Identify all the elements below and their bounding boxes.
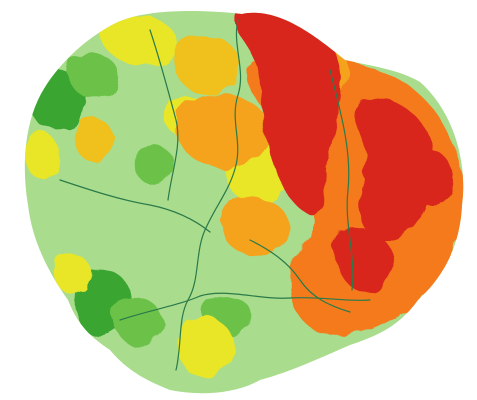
zone-yellow-west <box>24 131 61 179</box>
zone-yellow-orange-north <box>172 35 241 95</box>
zone-mid-green-center <box>133 146 174 184</box>
river-main <box>175 19 242 371</box>
zone-red-southeast <box>333 227 395 292</box>
river-tributary-east <box>329 69 354 291</box>
zone-yellow-southwest <box>52 253 91 294</box>
zone-red-east <box>353 98 434 241</box>
river-tributary-center <box>249 239 351 313</box>
zone-orange-center <box>176 94 269 169</box>
zone-yellow-north <box>98 14 177 67</box>
zone-yellow-south <box>177 317 234 378</box>
river-tributary-south <box>119 292 371 321</box>
river-tributary-west <box>59 179 211 233</box>
river-tributary-north <box>149 29 179 201</box>
zone-orange-mid <box>219 196 290 255</box>
zone-orange-west <box>74 117 115 163</box>
zone-mid-green-sw <box>112 297 164 346</box>
zone-mid-green-nw <box>66 54 119 98</box>
zones-layer <box>24 11 464 378</box>
zone-red-far-east <box>412 149 454 206</box>
river-network <box>59 19 371 371</box>
zone-red-north <box>234 11 341 214</box>
